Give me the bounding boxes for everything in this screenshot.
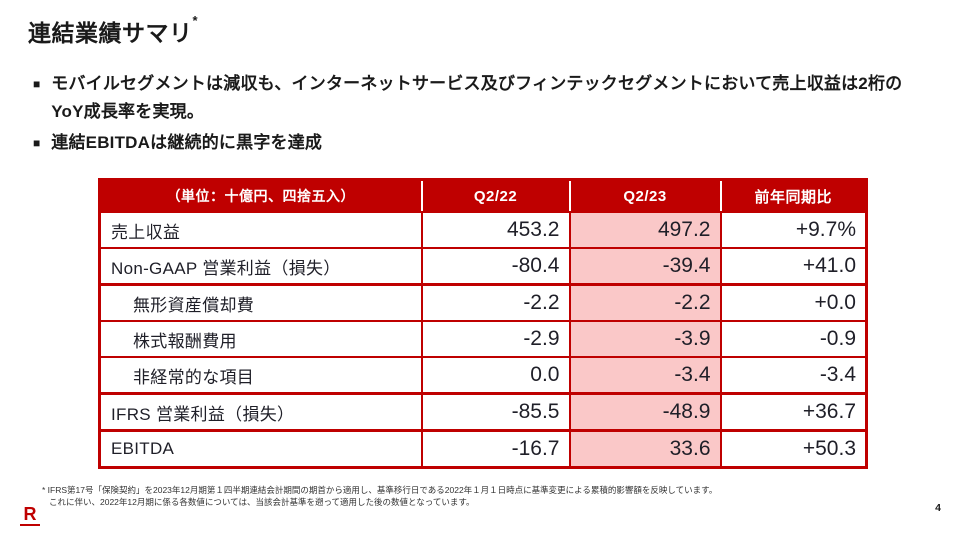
bullet-list: ■ モバイルセグメントは減収も、インターネットサービス及びフィンテックセグメント… bbox=[33, 70, 930, 160]
value-yoy: +0.0 bbox=[719, 283, 867, 321]
bullet-square-icon: ■ bbox=[33, 136, 41, 150]
column-header-yoy: 前年同期比 bbox=[719, 179, 867, 213]
value-q223-highlighted: -39.4 bbox=[568, 247, 721, 285]
unit-label: （単位：十億円、四捨五入） bbox=[99, 179, 422, 213]
table-header-row: （単位：十億円、四捨五入） Q2/22 Q2/23 前年同期比 bbox=[99, 179, 867, 213]
value-yoy: +9.7% bbox=[719, 211, 867, 248]
row-label: EBITDA bbox=[98, 429, 422, 468]
table-row-amortization: 無形資産償却費 -2.2 -2.2 +0.0 bbox=[98, 283, 867, 321]
row-label: IFRS 営業利益（損失） bbox=[98, 392, 422, 431]
value-q222: -2.9 bbox=[420, 320, 570, 357]
value-q223-highlighted: 33.6 bbox=[568, 429, 721, 468]
value-q223-highlighted: 497.2 bbox=[568, 211, 721, 248]
value-q222: -2.2 bbox=[420, 283, 570, 321]
value-q222: -85.5 bbox=[420, 392, 570, 431]
footnote: * IFRS第17号「保険契約」を2023年12月期第１四半期連結会計期間の期首… bbox=[42, 485, 717, 508]
value-q222: 0.0 bbox=[420, 356, 570, 394]
value-q223-highlighted: -48.9 bbox=[568, 392, 721, 431]
table-row-nonrecurring: 非経常的な項目 0.0 -3.4 -3.4 bbox=[98, 356, 867, 394]
table-row-stock-compensation: 株式報酬費用 -2.9 -3.9 -0.9 bbox=[98, 320, 867, 357]
value-q223-highlighted: -2.2 bbox=[568, 283, 721, 321]
row-label: 株式報酬費用 bbox=[98, 320, 422, 357]
row-label: 無形資産償却費 bbox=[98, 283, 422, 321]
value-yoy: +50.3 bbox=[719, 429, 867, 468]
financial-summary-table: （単位：十億円、四捨五入） Q2/22 Q2/23 前年同期比 売上収益 453… bbox=[98, 178, 868, 469]
value-q222: 453.2 bbox=[420, 211, 570, 248]
column-header-q223: Q2/23 bbox=[568, 179, 721, 213]
page-number: 4 bbox=[935, 502, 941, 514]
bullet-text: 連結EBITDAは継続的に黒字を達成 bbox=[51, 133, 323, 152]
value-yoy: +41.0 bbox=[719, 247, 867, 285]
table-row-revenue: 売上収益 453.2 497.2 +9.7% bbox=[98, 211, 867, 248]
value-q222: -16.7 bbox=[420, 429, 570, 468]
bullet-item: ■ モバイルセグメントは減収も、インターネットサービス及びフィンテックセグメント… bbox=[33, 70, 930, 126]
value-yoy: +36.7 bbox=[719, 392, 867, 431]
row-label: 非経常的な項目 bbox=[98, 356, 422, 394]
row-label: Non-GAAP 営業利益（損失） bbox=[98, 247, 422, 285]
table-row-nongaap-oi: Non-GAAP 営業利益（損失） -80.4 -39.4 +41.0 bbox=[98, 247, 867, 285]
row-label: 売上収益 bbox=[98, 211, 422, 248]
footnote-line: * IFRS第17号「保険契約」を2023年12月期第１四半期連結会計期間の期首… bbox=[42, 485, 718, 495]
footnote-line: これに伴い、2022年12月期に係る各数値については、当該会計基準を遡って適用し… bbox=[49, 496, 475, 507]
page-title-text: 連結業績サマリ bbox=[28, 20, 193, 46]
value-yoy: -0.9 bbox=[719, 320, 867, 357]
table-row-ifrs-oi: IFRS 営業利益（損失） -85.5 -48.9 +36.7 bbox=[98, 392, 867, 431]
page-title: 連結業績サマリ* bbox=[28, 13, 199, 48]
value-q222: -80.4 bbox=[420, 247, 570, 285]
rakuten-logo-icon: R bbox=[20, 504, 40, 526]
bullet-item: ■ 連結EBITDAは継続的に黒字を達成 bbox=[33, 129, 930, 157]
column-header-q222: Q2/22 bbox=[420, 179, 570, 213]
bullet-square-icon: ■ bbox=[33, 77, 41, 91]
table-row-ebitda: EBITDA -16.7 33.6 +50.3 bbox=[98, 429, 867, 468]
title-footnote-marker: * bbox=[192, 13, 199, 28]
value-q223-highlighted: -3.9 bbox=[568, 320, 721, 357]
bullet-text: モバイルセグメントは減収も、インターネットサービス及びフィンテックセグメントにお… bbox=[51, 74, 903, 121]
value-yoy: -3.4 bbox=[719, 356, 867, 394]
value-q223-highlighted: -3.4 bbox=[568, 356, 721, 394]
